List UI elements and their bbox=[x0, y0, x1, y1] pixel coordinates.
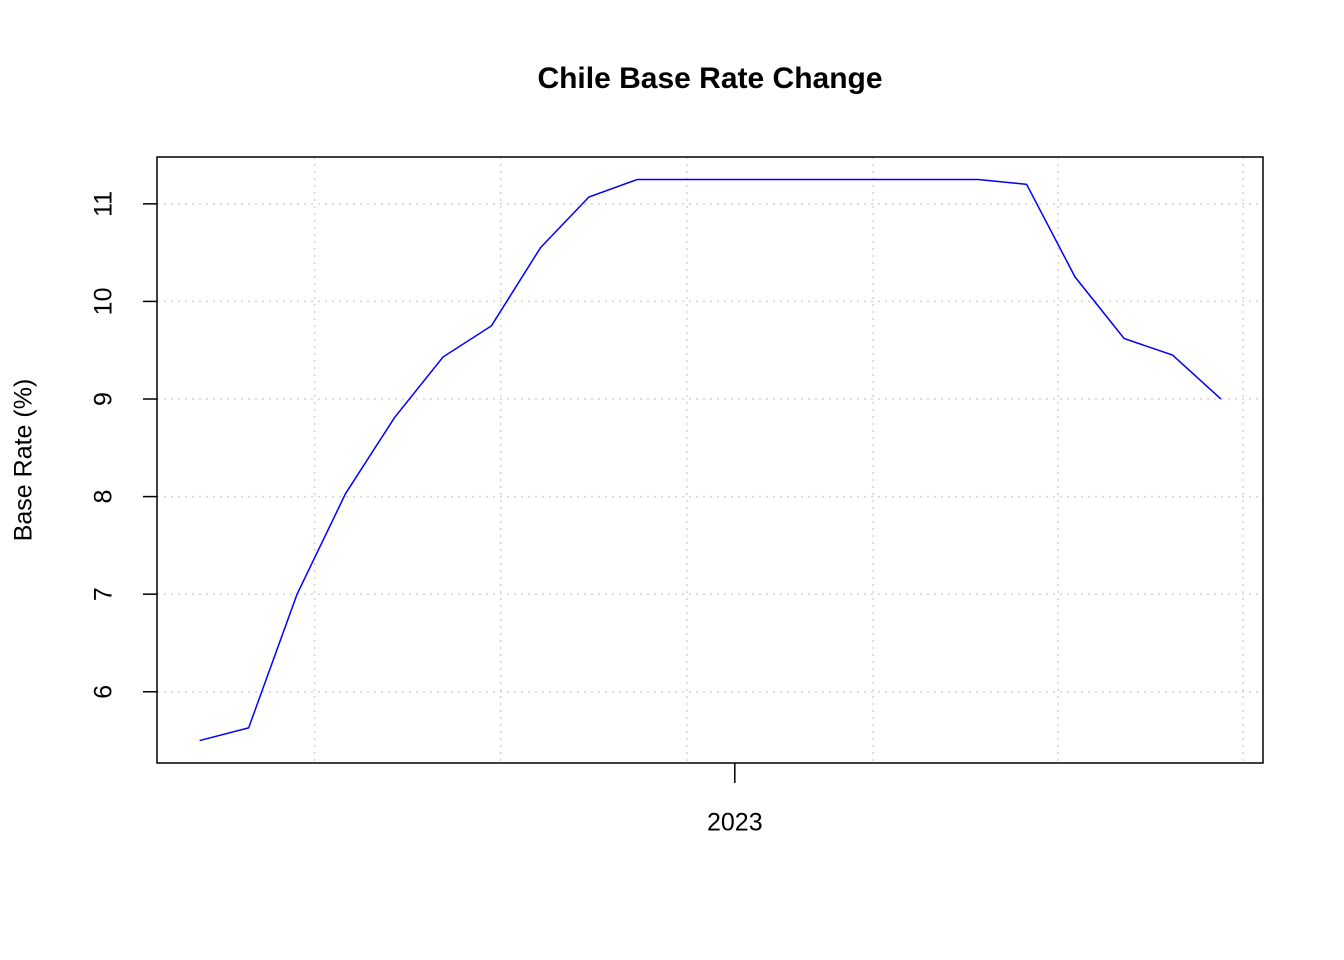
y-tick-label: 9 bbox=[90, 392, 118, 406]
y-tick-label: 10 bbox=[90, 288, 118, 316]
plot-border bbox=[156, 156, 1264, 764]
chart-title: Chile Base Rate Change bbox=[537, 62, 882, 95]
y-tick-label: 11 bbox=[90, 191, 118, 217]
line bbox=[199, 178, 1222, 742]
x-tick-label: 2023 bbox=[707, 809, 763, 837]
y-axis-label: Base Rate (%) bbox=[10, 379, 38, 542]
y-tick-label: 8 bbox=[90, 490, 118, 504]
y-tick-label: 7 bbox=[90, 587, 118, 601]
y-tick-label: 6 bbox=[90, 685, 118, 699]
